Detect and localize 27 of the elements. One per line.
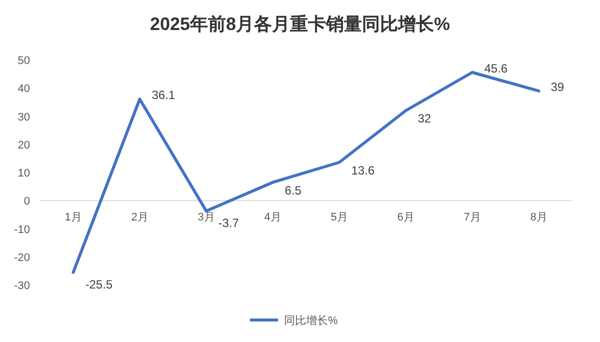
data-label: 36.1 [152,88,176,102]
data-label: 39 [550,80,564,94]
y-tick-label: 30 [18,111,30,124]
y-tick-label: 0 [24,196,30,208]
data-label: 45.6 [484,61,508,76]
chart-title: 2025年前8月各月重卡销量同比增长% [150,14,450,34]
y-tick-label: -20 [14,252,30,264]
y-tick-label: 50 [18,55,30,67]
y-tick-label: -30 [14,280,30,292]
data-label: 13.6 [351,163,375,178]
data-label: 6.5 [284,183,302,198]
x-tick-label: 3月 [198,212,215,224]
x-tick-label: 5月 [330,212,348,224]
x-tick-label: 7月 [464,212,481,224]
x-tick-label: 1月 [64,212,82,224]
x-tick-label: 6月 [397,212,414,224]
data-label: -25.5 [85,277,113,292]
y-tick-label: 10 [18,168,30,180]
data-label: 32 [418,112,432,126]
x-tick-label: 4月 [264,212,282,224]
y-tick-label: -10 [14,224,30,236]
y-tick-label: 20 [18,139,30,152]
data-label: -3.7 [218,216,240,230]
x-tick-label: 8月 [530,212,548,224]
legend-label: 同比增长% [284,314,338,327]
y-tick-label: 40 [18,83,30,96]
x-tick-label: 2月 [131,212,148,224]
